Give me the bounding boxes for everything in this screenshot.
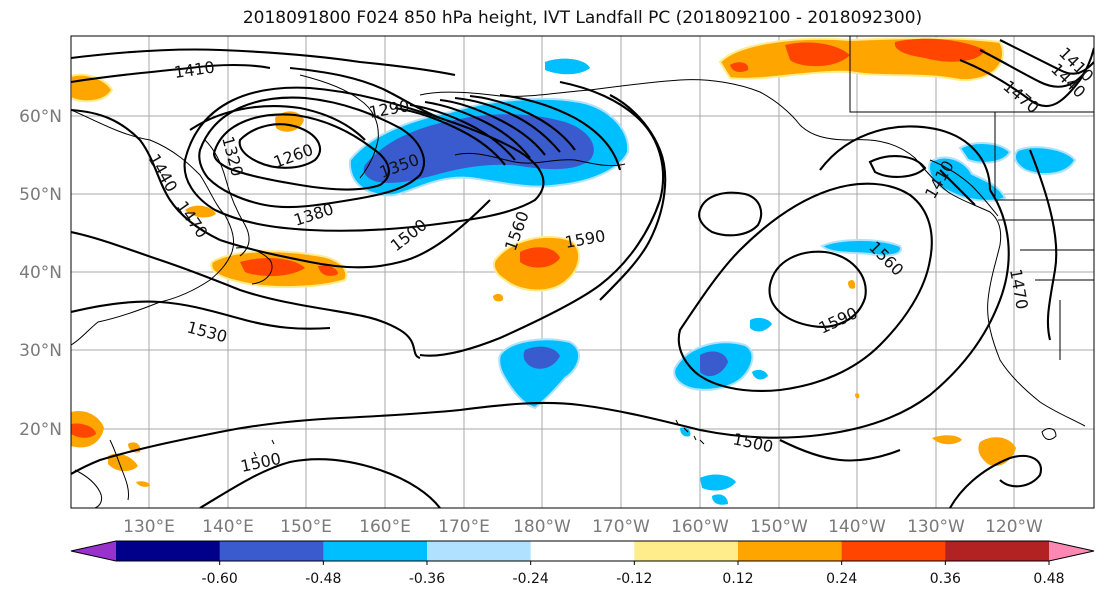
lat-label: 60°N: [19, 107, 62, 127]
colorbar-segment: [219, 541, 324, 561]
height-contours: [71, 39, 1094, 508]
colorbar-segment: [738, 541, 843, 561]
lon-label: 130°E: [123, 517, 175, 537]
lon-label: 150°W: [750, 517, 808, 537]
colorbar-outline: [70, 540, 1095, 562]
colorbar-tick-label: 0.12: [722, 571, 753, 587]
ivt-positive-shading: [71, 37, 1016, 487]
colorbar: -0.60 -0.48 -0.36 -0.24 -0.12 0.12 0.24 0.36 0.4…: [70, 540, 1095, 587]
map-border: [70, 35, 1095, 509]
lat-label: 50°N: [19, 185, 62, 205]
lon-label: 140°W: [828, 517, 886, 537]
latitude-labels: 60°N 50°N 40°N 30°N 20°N: [19, 107, 62, 440]
lon-label: 130°W: [907, 517, 965, 537]
lon-label: 120°W: [985, 517, 1043, 537]
lat-label: 30°N: [19, 341, 62, 361]
colorbar-tick-label: -0.12: [616, 571, 652, 587]
lon-label: 170°W: [592, 517, 650, 537]
lon-label: 160°W: [671, 517, 729, 537]
colorbar-segment: [323, 541, 428, 561]
coastlines: [71, 36, 1094, 508]
colorbar-tick-label: 0.36: [930, 571, 961, 587]
lon-label: 140°E: [202, 517, 254, 537]
lon-label: 180°W: [513, 517, 571, 537]
colorbar-tick-label: -0.60: [202, 571, 238, 587]
colorbar-tick-label: 0.24: [826, 571, 857, 587]
lon-label: 150°E: [280, 517, 332, 537]
colorbar-tick-label: 0.48: [1033, 571, 1064, 587]
colorbar-segment: [530, 541, 635, 561]
lon-label: 160°E: [359, 517, 411, 537]
map-title: 2018091800 F024 850 hPa height, IVT Land…: [242, 8, 923, 28]
colorbar-segment: [427, 541, 532, 561]
colorbar-segment: [945, 541, 1050, 561]
colorbar-tick-label: -0.48: [305, 571, 341, 587]
lat-label: 40°N: [19, 263, 62, 283]
colorbar-segment: [841, 541, 946, 561]
colorbar-segment: [634, 541, 739, 561]
colorbar-extend-max: [1049, 541, 1094, 561]
colorbar-extend-min: [71, 541, 116, 561]
lat-label: 20°N: [19, 420, 62, 440]
colorbar-tick-label: -0.36: [409, 571, 445, 587]
colorbar-tick-label: -0.24: [513, 571, 549, 587]
longitude-labels: 130°E 140°E 150°E 160°E 170°E 180°W 170°…: [123, 517, 1043, 537]
colorbar-segment: [116, 541, 221, 561]
lon-label: 170°E: [438, 517, 490, 537]
